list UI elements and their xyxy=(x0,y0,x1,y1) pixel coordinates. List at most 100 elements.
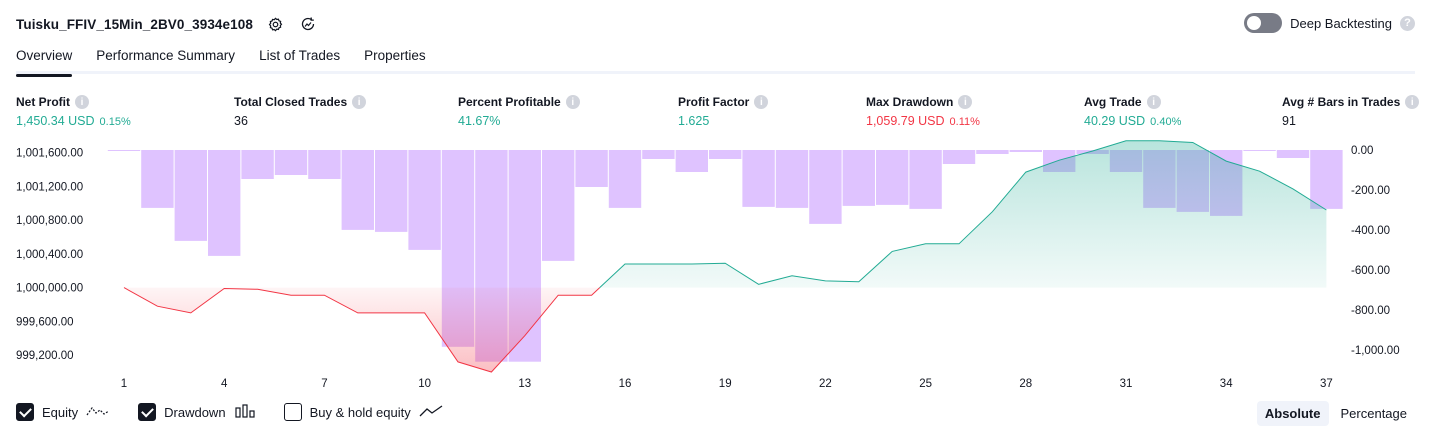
equity-loss-line xyxy=(123,287,601,373)
drawdown-bar xyxy=(375,150,408,232)
help-icon[interactable]: ? xyxy=(1400,15,1415,31)
equity-area xyxy=(124,140,1327,372)
drawdown-bar xyxy=(308,150,341,179)
metric-value: 1.625 xyxy=(678,114,710,128)
settings-icon[interactable] xyxy=(267,15,285,33)
deep-backtesting-control: Deep Backtesting ? xyxy=(1244,13,1415,33)
legend-label: Equity xyxy=(42,404,79,420)
metric-label: Max Drawdown xyxy=(866,95,954,109)
left-axis-tick: 999,200.00 xyxy=(16,350,74,362)
drawdown-bar xyxy=(976,150,1009,154)
percentage-button[interactable]: Percentage xyxy=(1340,406,1408,421)
drawdown-bar xyxy=(775,150,809,208)
equity-line xyxy=(123,140,1327,373)
left-axis-tick: 1,000,800.00 xyxy=(16,215,83,227)
metric-percent: 0.15% xyxy=(99,116,131,128)
bar-chart-icon xyxy=(234,403,256,421)
metric-value: 91 xyxy=(1282,114,1296,128)
equity-line-icon xyxy=(86,404,110,421)
x-axis-tick: 10 xyxy=(418,378,431,390)
metric-value: 1,059.79 USD xyxy=(866,114,945,128)
right-axis-tick: -600.00 xyxy=(1351,265,1390,277)
value-mode-switch: Absolute Percentage xyxy=(1256,401,1415,426)
right-axis-tick: -800.00 xyxy=(1351,305,1390,317)
x-axis-tick: 28 xyxy=(1019,378,1032,390)
right-axis-tick: 0.00 xyxy=(1351,145,1373,157)
drawdown-bar xyxy=(174,150,207,241)
metric-label: Total Closed Trades xyxy=(234,95,348,109)
trend-line-icon xyxy=(419,404,443,421)
metric-max-drawdown: Max Drawdown i 1,059.79 USD 0.11% xyxy=(866,94,980,128)
drawdown-bar xyxy=(141,150,174,208)
deep-backtesting-toggle[interactable] xyxy=(1244,13,1283,33)
drawdown-checkbox[interactable] xyxy=(138,403,157,421)
drawdown-bar xyxy=(341,150,374,230)
drawdown-bar xyxy=(274,150,308,175)
refresh-snapshot-icon[interactable] xyxy=(299,15,317,33)
right-axis-tick: -200.00 xyxy=(1351,185,1390,197)
tab-performance-summary[interactable]: Performance Summary xyxy=(96,48,236,63)
info-icon[interactable]: i xyxy=(754,95,769,109)
metric-value: 41.67% xyxy=(458,114,501,128)
metric-avg-trade: Avg Trade i 40.29 USD 0.40% xyxy=(1084,94,1181,128)
info-icon[interactable]: i xyxy=(75,95,89,109)
x-axis-tick: 22 xyxy=(819,378,832,390)
drawdown-bar xyxy=(408,150,441,250)
x-axis-tick: 34 xyxy=(1220,378,1233,390)
drawdown-bar xyxy=(675,150,708,172)
x-axis-tick: 37 xyxy=(1320,378,1333,390)
equity-profit-area xyxy=(599,140,1327,288)
equity-checkbox[interactable] xyxy=(16,403,34,421)
left-axis-tick: 1,001,600.00 xyxy=(16,148,83,160)
legend-equity[interactable]: Equity xyxy=(16,403,110,421)
metric-percent: 0.11% xyxy=(949,116,980,128)
info-icon[interactable]: i xyxy=(958,95,973,109)
tab-overview[interactable]: Overview xyxy=(16,48,73,77)
drawdown-bar xyxy=(642,150,675,159)
drawdown-bar xyxy=(608,150,642,208)
buy-hold-checkbox[interactable] xyxy=(283,403,302,421)
tab-properties[interactable]: Properties xyxy=(364,48,426,63)
drawdown-bar xyxy=(709,150,742,159)
drawdown-bar xyxy=(742,150,775,207)
tab-list-of-trades[interactable]: List of Trades xyxy=(259,48,341,63)
left-axis-tick: 1,001,200.00 xyxy=(16,181,83,193)
drawdown-bar xyxy=(842,150,875,206)
drawdown-bar xyxy=(208,150,241,256)
chart-legend: Equity Drawdown Buy & hold equity xyxy=(16,403,443,421)
info-icon[interactable]: i xyxy=(1146,95,1161,109)
right-axis-tick: -1,000.00 xyxy=(1351,345,1400,357)
x-axis-tick: 31 xyxy=(1120,378,1133,390)
equity-profit-line xyxy=(599,140,1327,288)
x-axis-tick: 7 xyxy=(321,378,327,390)
drawdown-bar xyxy=(876,150,909,205)
metric-value: 36 xyxy=(234,114,248,128)
metric-value: 1,450.34 USD xyxy=(16,114,95,128)
metric-percent-profitable: Percent Profitable i 41.67% xyxy=(458,94,580,128)
drawdown-bar xyxy=(1276,150,1310,158)
metric-label: Avg Trade xyxy=(1084,95,1142,109)
metric-label: Percent Profitable xyxy=(458,95,561,109)
legend-buy-hold[interactable]: Buy & hold equity xyxy=(283,403,443,421)
strategy-name: Tuisku_FFIV_15Min_2BV0_3934e108 xyxy=(16,16,253,32)
absolute-button[interactable]: Absolute xyxy=(1256,401,1329,426)
x-axis-tick: 4 xyxy=(221,378,228,390)
legend-label: Buy & hold equity xyxy=(309,404,411,420)
info-icon[interactable]: i xyxy=(565,95,580,109)
legend-drawdown[interactable]: Drawdown xyxy=(138,403,255,421)
x-axis-tick: 1 xyxy=(121,378,127,390)
left-axis: 1,001,600.00 1,001,200.00 1,000,800.00 1,00… xyxy=(16,148,83,362)
equity-drawdown-chart[interactable]: 1,001,600.00 1,001,200.00 1,000,800.00 1,00… xyxy=(0,140,1431,395)
info-icon[interactable]: i xyxy=(1405,95,1420,109)
info-icon[interactable]: i xyxy=(352,95,367,109)
metric-total-closed-trades: Total Closed Trades i 36 xyxy=(234,94,367,128)
metric-value: 40.29 USD xyxy=(1084,114,1146,128)
drawdown-bar xyxy=(809,150,842,224)
x-axis-tick: 19 xyxy=(719,378,732,390)
deep-backtesting-label: Deep Backtesting xyxy=(1290,15,1392,31)
x-axis-tick: 13 xyxy=(518,378,531,390)
left-axis-tick: 1,000,400.00 xyxy=(16,249,83,261)
metric-net-profit: Net Profit i 1,450.34 USD 0.15% xyxy=(16,94,131,128)
drawdown-bar xyxy=(1310,150,1343,209)
equity-loss-area xyxy=(124,287,600,372)
